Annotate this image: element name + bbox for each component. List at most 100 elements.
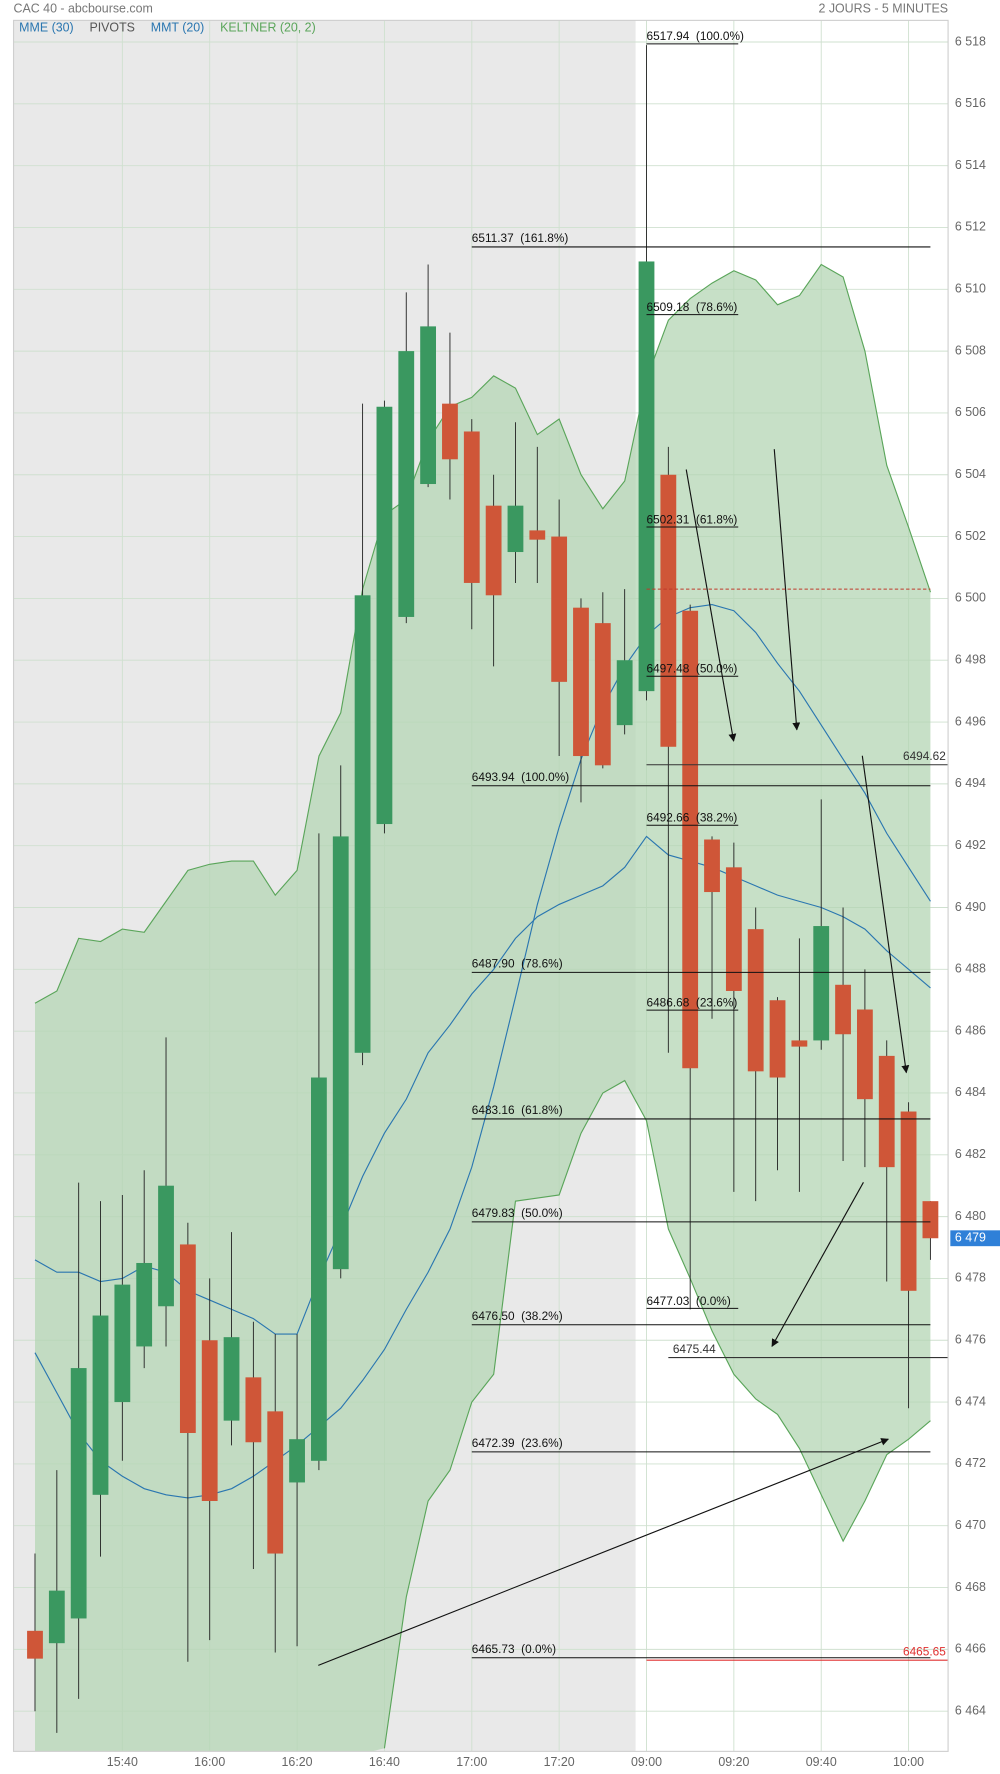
candle-body <box>442 403 458 460</box>
candle-body <box>682 610 699 1069</box>
data-layer <box>27 45 939 1752</box>
legend-item: MME (30) <box>19 21 73 35</box>
price-level-label: 6494.62 <box>903 749 946 763</box>
candle-body <box>311 1077 327 1461</box>
chart-title: CAC 40 - abcbourse.com <box>14 1 153 15</box>
y-tick-label: 6 516 <box>955 96 986 110</box>
keltner-upper <box>34 263 932 1004</box>
y-tick-label: 6 510 <box>955 282 986 296</box>
candle-body <box>660 474 677 747</box>
candle-body <box>769 1000 786 1078</box>
y-tick-label: 6 478 <box>955 1271 986 1285</box>
candle-body <box>201 1340 218 1501</box>
y-tick-label: 6 504 <box>955 467 986 481</box>
candle-body <box>136 1262 153 1347</box>
candle-body <box>70 1368 87 1619</box>
candle-body <box>398 351 415 617</box>
moving-average <box>34 604 931 1499</box>
price-level-label: 6475.44 <box>673 1342 716 1356</box>
x-tick-label: 16:40 <box>369 1755 400 1769</box>
fib-label: 6465.73 (0.0%) <box>472 1642 556 1656</box>
candle-body <box>114 1284 131 1403</box>
candle-body <box>48 1590 65 1644</box>
y-tick-label: 6 488 <box>955 962 986 976</box>
candle-body <box>638 261 655 692</box>
candle-body <box>92 1315 109 1495</box>
last-price-label: 6 479 <box>955 1231 986 1245</box>
candle-body <box>507 505 524 553</box>
arrow <box>861 755 910 1074</box>
candle-body <box>332 836 349 1270</box>
y-tick-label: 6 482 <box>955 1147 986 1161</box>
fib-label: 6493.94 (100.0%) <box>472 770 570 784</box>
fib-label: 6486.68 (23.6%) <box>647 995 738 1009</box>
arrow <box>685 469 737 742</box>
x-tick-label: 16:20 <box>282 1755 313 1769</box>
fib-label: 6502.31 (61.8%) <box>647 512 738 526</box>
y-tick-label: 6 470 <box>955 1518 986 1532</box>
candle-body <box>725 867 742 991</box>
y-tick-label: 6 490 <box>955 900 986 914</box>
fib-label: 6492.66 (38.2%) <box>647 811 738 825</box>
y-tick-label: 6 492 <box>955 838 986 852</box>
x-tick-label: 09:00 <box>631 1755 662 1769</box>
candle-body <box>856 1009 873 1100</box>
candle-body <box>485 505 502 596</box>
candle-body <box>594 623 611 766</box>
y-tick-label: 6 472 <box>955 1456 986 1470</box>
legend-item: PIVOTS <box>89 21 135 35</box>
candle-body <box>878 1055 895 1168</box>
y-tick-label: 6 480 <box>955 1209 986 1223</box>
chart-subtitle: 2 JOURS - 5 MINUTES <box>818 1 948 15</box>
candle-body <box>27 1630 43 1659</box>
x-tick-label: 15:40 <box>107 1755 138 1769</box>
annotation-layer: 6511.37 (161.8%) 6493.94 (100.0%) 6487.90 … <box>472 29 949 1661</box>
y-tick-label: 6 466 <box>955 1642 986 1656</box>
candle-body <box>573 607 589 757</box>
y-tick-label: 6 518 <box>955 34 986 48</box>
fib-label: 6472.39 (23.6%) <box>472 1436 563 1450</box>
y-tick-label: 6 498 <box>955 652 986 666</box>
candle-body <box>616 660 633 726</box>
y-tick-label: 6 476 <box>955 1333 986 1347</box>
fib-label: 6487.90 (78.6%) <box>472 957 563 971</box>
fib-label: 6509.18 (78.6%) <box>647 300 738 314</box>
x-tick-label: 16:00 <box>194 1755 225 1769</box>
x-tick-label: 09:20 <box>718 1755 749 1769</box>
candle-body <box>223 1337 240 1421</box>
fib-label: 6476.50 (38.2%) <box>472 1309 563 1323</box>
candle-body <box>529 530 546 540</box>
fib-label: 6511.37 (161.8%) <box>472 231 569 245</box>
candle-body <box>747 929 764 1072</box>
x-tick-label: 17:00 <box>456 1755 487 1769</box>
y-tick-label: 6 514 <box>955 158 986 172</box>
candle-body <box>158 1185 174 1307</box>
y-tick-label: 6 496 <box>955 714 986 728</box>
y-tick-label: 6 506 <box>955 405 986 419</box>
candle-body <box>922 1201 939 1239</box>
legend-item: KELTNER (20, 2) <box>220 21 316 35</box>
y-tick-label: 6 508 <box>955 343 986 357</box>
x-tick-label: 09:40 <box>806 1755 837 1769</box>
arrow <box>318 1438 889 1666</box>
candle-body <box>900 1111 917 1291</box>
x-tick-label: 10:00 <box>893 1755 924 1769</box>
candle-body <box>289 1439 305 1483</box>
candle-body <box>420 326 437 485</box>
candle-body <box>376 406 393 825</box>
plot-border <box>12 19 949 1752</box>
y-tick-label: 6 474 <box>955 1394 986 1408</box>
y-tick-label: 6 500 <box>955 591 986 605</box>
candle-body <box>704 839 720 893</box>
candle-body <box>267 1411 284 1554</box>
fib-label: 6497.48 (50.0%) <box>647 662 738 676</box>
candle-body <box>551 536 568 682</box>
arrow <box>773 449 801 731</box>
legend-item: MMT (20) <box>151 21 205 35</box>
y-tick-label: 6 502 <box>955 529 986 543</box>
y-tick-label: 6 512 <box>955 220 986 234</box>
x-tick-label: 17:20 <box>544 1755 575 1769</box>
fib-label: 6483.16 (61.8%) <box>472 1103 563 1117</box>
